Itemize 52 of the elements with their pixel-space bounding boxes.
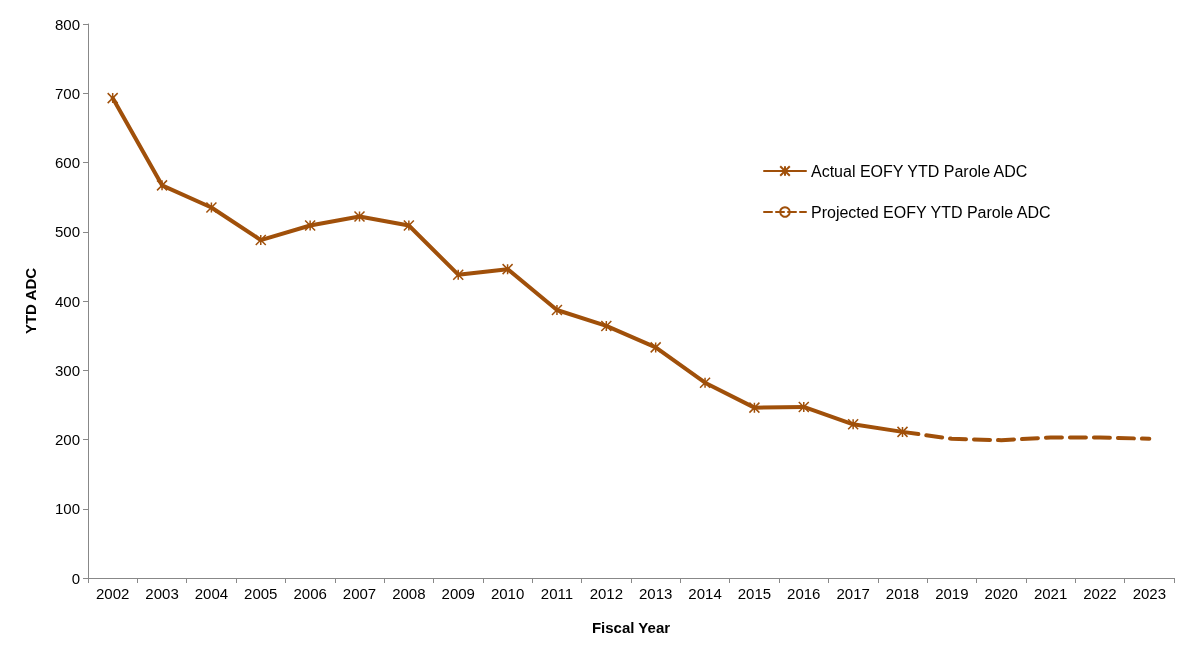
y-tick-label: 600 <box>54 154 80 171</box>
point <box>156 179 168 192</box>
point <box>304 219 316 232</box>
y-tick-label: 200 <box>54 431 80 448</box>
point <box>106 92 119 104</box>
y-tick-label: 300 <box>54 361 80 379</box>
y-tick-label: 800 <box>54 15 80 33</box>
x-tick-label: 2021 <box>1033 585 1068 602</box>
point <box>896 426 909 438</box>
point <box>699 376 711 389</box>
y-tick-label: 100 <box>54 500 80 518</box>
x-tick-label: 2005 <box>244 585 278 602</box>
x-tick-label: 2006 <box>293 585 327 602</box>
y-tick-label: 0 <box>71 569 80 587</box>
x-tick-label: 2002 <box>95 585 130 602</box>
point <box>748 401 761 414</box>
point <box>452 268 464 281</box>
legend-label: Actual EOFY YTD Parole ADC <box>811 162 1028 180</box>
x-tick-label: 2017 <box>836 585 870 602</box>
y-tick-label: 500 <box>54 223 80 241</box>
y-tick-label: 400 <box>54 292 80 310</box>
x-tick-label: 2008 <box>392 585 426 602</box>
x-tick-label: 2013 <box>638 585 673 602</box>
point <box>205 201 218 214</box>
x-tick-label: 2018 <box>885 585 920 602</box>
x-tick-label: 2009 <box>441 585 475 602</box>
x-tick-label: 2019 <box>935 585 969 602</box>
point <box>600 320 613 332</box>
x-tick-label: 2016 <box>787 585 821 602</box>
point <box>798 401 810 413</box>
point <box>353 210 366 223</box>
point <box>501 263 514 275</box>
point <box>649 341 662 354</box>
legend-label: Projected EOFY YTD Parole ADC <box>811 203 1051 221</box>
x-tick-label: 2023 <box>1132 585 1167 602</box>
x-tick-label: 2007 <box>342 585 377 602</box>
x-tick-label: 2011 <box>540 585 574 602</box>
x-tick-label: 2014 <box>688 585 722 602</box>
point <box>255 234 267 246</box>
y-axis-title: YTD ADC <box>22 267 39 335</box>
x-tick-label: 2015 <box>737 585 772 602</box>
x-tick-label: 2012 <box>589 585 624 602</box>
y-tick-label: 700 <box>54 84 80 102</box>
point <box>847 418 859 431</box>
point <box>551 304 563 316</box>
point <box>403 219 415 232</box>
x-tick-label: 2010 <box>490 585 525 602</box>
x-tick-label: 2020 <box>984 585 1018 602</box>
x-tick-label: 2003 <box>145 585 179 602</box>
x-tick-label: 2022 <box>1083 585 1117 602</box>
x-tick-label: 2004 <box>194 585 229 602</box>
x-axis-title: Fiscal Year <box>591 619 671 636</box>
